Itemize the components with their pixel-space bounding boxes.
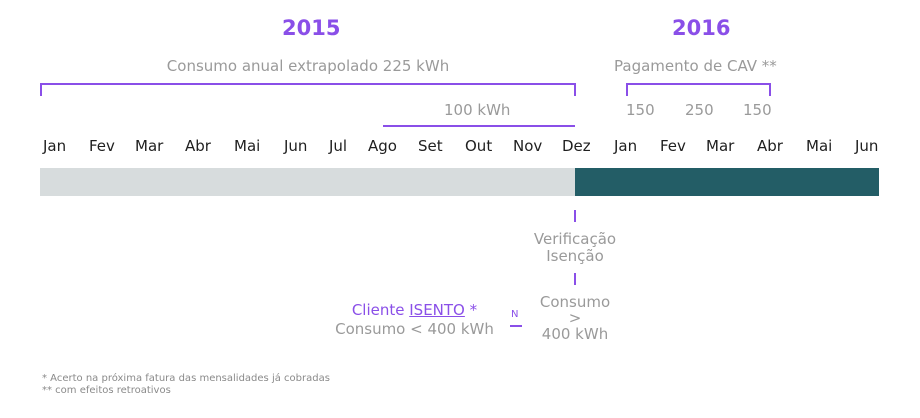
month-label: Fev — [89, 137, 115, 155]
exempt-client-box: Cliente ISENTO * Consumo < 400 kWh — [322, 301, 507, 339]
branch-label-n: N — [511, 309, 519, 320]
month-label: Abr — [185, 137, 211, 155]
verification-connector-top — [574, 210, 576, 222]
year-2015-heading: 2015 — [282, 16, 341, 40]
month-label: Nov — [513, 137, 543, 155]
exempt-client-title: Cliente ISENTO * — [322, 301, 507, 320]
month-label: Jun — [284, 137, 308, 155]
cav-payment-label: Pagamento de CAV ** — [614, 57, 777, 75]
month-label: Mai — [234, 137, 261, 155]
month-label: Mai — [806, 137, 833, 155]
verification-connector-bottom — [574, 273, 576, 285]
cav-value-fev: 250 — [685, 101, 714, 119]
branch-line — [510, 325, 522, 327]
partial-consumption-label: 100 kWh — [444, 101, 511, 119]
high-consumption-line1: Consumo — [539, 293, 611, 311]
verification-label-line1: Verificação — [533, 230, 617, 248]
cav-value-jan: 150 — [626, 101, 655, 119]
timeline-bar-2016 — [575, 168, 879, 196]
high-consumption-box: Consumo > 400 kWh — [525, 294, 625, 342]
high-consumption-line3: 400 kWh — [541, 325, 609, 343]
year-2016-heading: 2016 — [672, 16, 731, 40]
exempt-client-prefix: Cliente — [351, 301, 410, 319]
verification-label-line2: Isenção — [546, 247, 604, 265]
month-label: Jan — [614, 137, 638, 155]
exempt-status: ISENTO — [409, 301, 465, 319]
month-label: Dez — [562, 137, 591, 155]
exempt-client-suffix: * — [464, 301, 478, 319]
month-label: Set — [418, 137, 443, 155]
month-label: Ago — [368, 137, 397, 155]
month-label: Abr — [757, 137, 783, 155]
annual-consumption-label: Consumo anual extrapolado 225 kWh — [166, 57, 450, 75]
month-label: Mar — [706, 137, 735, 155]
footnote-1: * Acerto na próxima fatura das mensalida… — [42, 373, 330, 384]
month-label: Jun — [855, 137, 879, 155]
month-label: Jul — [329, 137, 348, 155]
timeline-bar-2015 — [40, 168, 575, 196]
footnote-2: ** com efeitos retroativos — [42, 385, 171, 396]
verification-label: Verificação Isenção — [515, 231, 635, 265]
month-label: Out — [465, 137, 493, 155]
month-label: Fev — [660, 137, 686, 155]
exempt-condition: Consumo < 400 kWh — [335, 320, 494, 338]
month-label: Jan — [43, 137, 67, 155]
cav-value-mar: 150 — [743, 101, 772, 119]
month-label: Mar — [135, 137, 164, 155]
high-consumption-line2: > — [568, 309, 582, 327]
partial-consumption-line — [383, 125, 575, 127]
